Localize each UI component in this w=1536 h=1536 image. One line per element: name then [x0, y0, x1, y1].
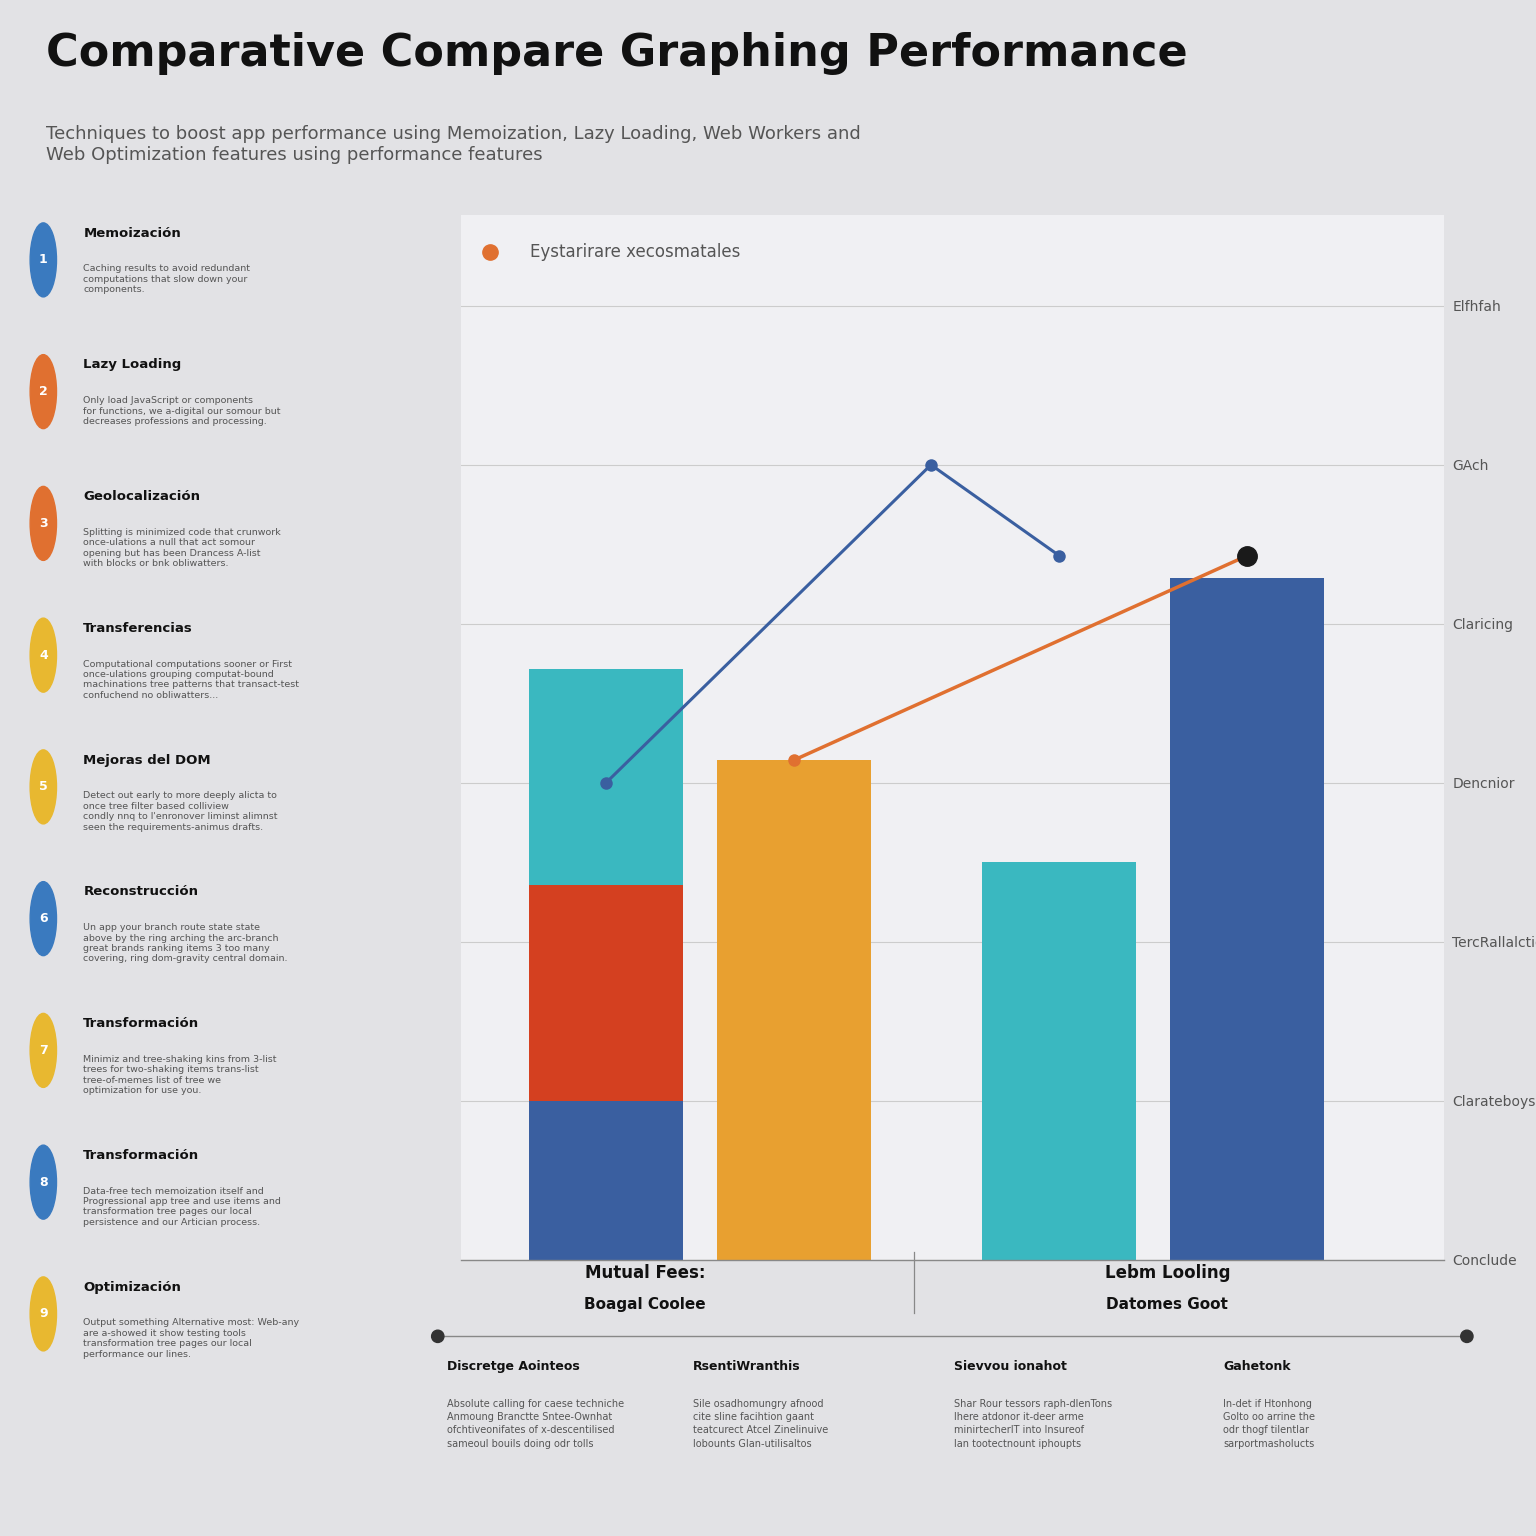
Text: Caching results to avoid redundant
computations that slow down your
components.: Caching results to avoid redundant compu… — [83, 264, 250, 295]
Text: Optimización: Optimización — [83, 1281, 181, 1293]
Text: Lazy Loading: Lazy Loading — [83, 358, 181, 372]
Circle shape — [31, 1146, 57, 1220]
Text: 7: 7 — [38, 1044, 48, 1057]
Text: Transformación: Transformación — [83, 1017, 200, 1031]
Circle shape — [31, 617, 57, 693]
Text: 9: 9 — [38, 1307, 48, 1321]
Text: Mutual Fees:: Mutual Fees: — [585, 1264, 705, 1283]
Bar — [717, 760, 871, 1260]
Circle shape — [31, 355, 57, 429]
Bar — [1170, 579, 1324, 1260]
Text: Sile osadhomungry afnood
cite sline facihtion gaant
teatcurect Atcel Zinelinuive: Sile osadhomungry afnood cite sline faci… — [693, 1399, 828, 1448]
Bar — [530, 1101, 684, 1260]
Text: Transformación: Transformación — [83, 1149, 200, 1161]
Text: Sievvou ionahot: Sievvou ionahot — [954, 1361, 1068, 1373]
Text: Lebm Looling: Lebm Looling — [1104, 1264, 1230, 1283]
Text: 5: 5 — [38, 780, 48, 794]
Text: Boagal Coolee: Boagal Coolee — [584, 1296, 707, 1312]
Text: Transferencias: Transferencias — [83, 622, 194, 634]
Text: 4: 4 — [38, 648, 48, 662]
Text: Eystarirare xecosmatales: Eystarirare xecosmatales — [530, 243, 740, 261]
Circle shape — [31, 1014, 57, 1087]
Text: Un app your branch route state state
above by the ring arching the arc-branch
gr: Un app your branch route state state abo… — [83, 923, 287, 963]
Text: Techniques to boost app performance using Memoization, Lazy Loading, Web Workers: Techniques to boost app performance usin… — [46, 124, 860, 163]
Circle shape — [31, 223, 57, 296]
Text: Geolocalización: Geolocalización — [83, 490, 200, 504]
Text: Gahetonk: Gahetonk — [1223, 1361, 1290, 1373]
Text: 1: 1 — [38, 253, 48, 266]
Text: RsentiWranthis: RsentiWranthis — [693, 1361, 800, 1373]
Text: Datomes Goot: Datomes Goot — [1106, 1296, 1229, 1312]
Bar — [530, 670, 684, 885]
Text: In-det if Htonhong
Golto oo arrine the
odr thogf tilentlar
sarportmasholucts: In-det if Htonhong Golto oo arrine the o… — [1223, 1399, 1315, 1448]
Text: Absolute calling for caese techniche
Anmoung Branctte Sntee-Ownhat
ofchtiveonifa: Absolute calling for caese techniche Anm… — [447, 1399, 625, 1448]
Text: 2: 2 — [38, 386, 48, 398]
Circle shape — [31, 1276, 57, 1350]
Bar — [982, 862, 1137, 1260]
Text: Output something Alternative most: Web-any
are a-showed it show testing tools
tr: Output something Alternative most: Web-a… — [83, 1318, 300, 1358]
Bar — [530, 885, 684, 1101]
Text: Data-free tech memoization itself and
Progressional app tree and use items and
t: Data-free tech memoization itself and Pr… — [83, 1187, 281, 1227]
Text: Only load JavaScript or components
for functions, we a-digital our somour but
de: Only load JavaScript or components for f… — [83, 396, 281, 425]
Text: Discretge Aointeos: Discretge Aointeos — [447, 1361, 581, 1373]
Text: Mejoras del DOM: Mejoras del DOM — [83, 754, 210, 766]
Circle shape — [31, 750, 57, 823]
Text: Detect out early to more deeply alicta to
once tree filter based colliview
condl: Detect out early to more deeply alicta t… — [83, 791, 278, 831]
Text: Splitting is minimized code that crunwork
once-ulations a null that act somour
o: Splitting is minimized code that crunwor… — [83, 528, 281, 568]
Text: Comparative Compare Graphing Performance: Comparative Compare Graphing Performance — [46, 32, 1187, 75]
Circle shape — [31, 882, 57, 955]
Text: Minimiz and tree-shaking kins from 3-list
trees for two-shaking items trans-list: Minimiz and tree-shaking kins from 3-lis… — [83, 1055, 276, 1095]
Text: 6: 6 — [38, 912, 48, 925]
Text: Reconstrucción: Reconstrucción — [83, 885, 198, 899]
Text: 3: 3 — [38, 518, 48, 530]
Text: Shar Rour tessors raph-dlenTons
lhere atdonor it-deer arme
minirtecherIT into In: Shar Rour tessors raph-dlenTons lhere at… — [954, 1399, 1112, 1448]
Text: Memoización: Memoización — [83, 227, 181, 240]
Circle shape — [31, 487, 57, 561]
Text: Computational computations sooner or First
once-ulations grouping computat-bound: Computational computations sooner or Fir… — [83, 659, 300, 700]
Text: 8: 8 — [38, 1175, 48, 1189]
